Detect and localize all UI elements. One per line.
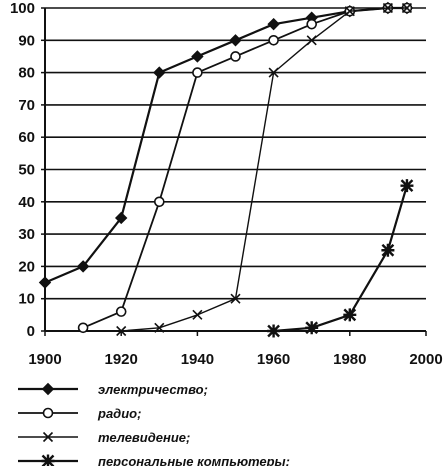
series-line [273, 185, 408, 333]
x-tick-label: 2000 [409, 351, 442, 368]
data-point [306, 35, 317, 46]
series-line [82, 7, 407, 329]
series-0 [38, 1, 414, 289]
data-point [305, 321, 319, 335]
y-tick-label: 60 [18, 129, 35, 146]
series-group [38, 1, 414, 338]
y-tick-label: 100 [10, 0, 35, 17]
data-point [192, 309, 203, 320]
series-line [44, 6, 407, 284]
data-point [154, 196, 165, 208]
legend-item-1: радио; [18, 406, 141, 421]
legend-marker [41, 454, 55, 466]
legend-label: телевидение; [98, 430, 190, 445]
data-point [191, 50, 204, 63]
legend-label: радио; [97, 406, 141, 421]
data-point [344, 6, 355, 17]
x-axis-ticks: 1900 1920 1940 1960 1980 2000 [28, 331, 443, 368]
y-tick-label: 50 [18, 162, 35, 179]
x-tick-label: 1960 [257, 351, 290, 368]
y-tick-label: 40 [18, 194, 35, 211]
data-point [153, 66, 166, 79]
data-point [192, 67, 203, 78]
y-tick-label: 70 [18, 97, 35, 114]
legend-label: персональные компьютеры; [98, 454, 290, 466]
data-point [114, 211, 128, 225]
data-point [343, 308, 357, 322]
legend-item-2: телевидение; [18, 430, 190, 445]
x-tick-label: 1940 [181, 351, 214, 368]
data-point [230, 51, 241, 62]
data-point [381, 243, 395, 257]
series-1 [77, 2, 413, 334]
legend-label: электричество; [98, 382, 208, 397]
y-tick-label: 30 [18, 226, 35, 243]
data-point [401, 2, 413, 14]
data-point [230, 293, 241, 304]
legend-marker [42, 407, 54, 419]
data-point [38, 276, 52, 289]
y-axis-ticks: 0 10 20 30 40 50 60 70 80 90 100 [10, 0, 45, 340]
legend-marker [41, 382, 55, 396]
data-point [306, 18, 318, 30]
data-point [154, 322, 165, 333]
x-tick-label: 1920 [105, 351, 138, 368]
legend-marker [42, 431, 54, 443]
data-point [116, 325, 127, 337]
series-2 [116, 2, 413, 337]
data-point [76, 260, 90, 273]
legend-item-0: электричество; [18, 382, 208, 397]
legend-item-3: персональные компьютеры; [18, 454, 290, 466]
data-point [267, 324, 281, 338]
x-tick-label: 1980 [333, 351, 366, 368]
legend: электричество; радио; телевидение; персонал… [18, 382, 290, 466]
data-point [268, 67, 279, 78]
data-point [400, 179, 414, 193]
data-point [77, 322, 89, 334]
y-tick-label: 0 [27, 323, 35, 340]
data-point [229, 34, 242, 47]
y-tick-label: 80 [18, 65, 35, 82]
data-point [115, 306, 127, 317]
data-point [382, 2, 393, 14]
series-3 [267, 179, 414, 338]
y-tick-label: 90 [18, 32, 35, 49]
x-tick-label: 1900 [28, 351, 61, 368]
y-tick-label: 10 [18, 291, 35, 308]
data-point [267, 17, 280, 31]
data-point [268, 34, 279, 46]
y-tick-label: 20 [18, 258, 35, 275]
